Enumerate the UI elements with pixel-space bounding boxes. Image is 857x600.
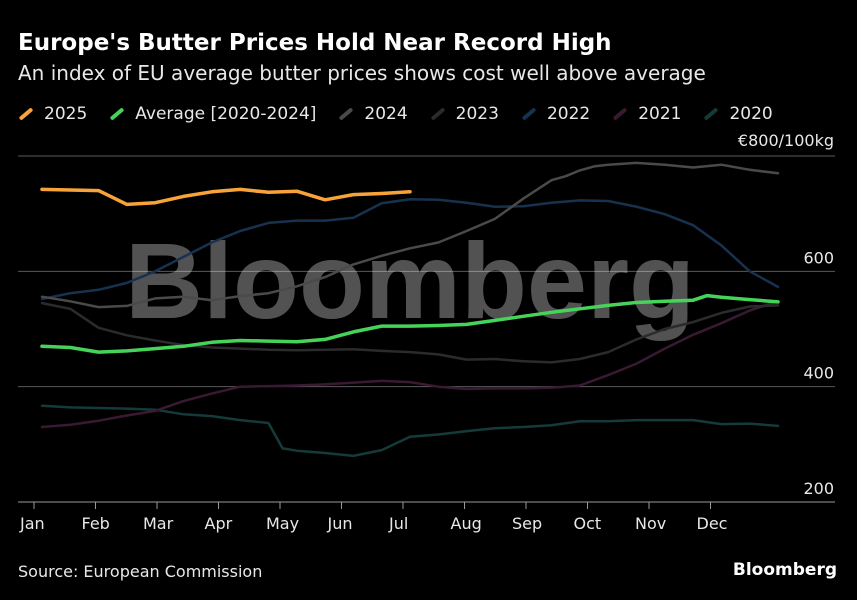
x-tick-label-apr: Apr bbox=[205, 514, 233, 533]
source-note: Source: European Commission bbox=[18, 562, 263, 581]
series-line-2020 bbox=[40, 404, 780, 458]
series-line-2021 bbox=[40, 300, 780, 429]
y-tick-label-600: 600 bbox=[803, 248, 834, 267]
x-tick-label-sep: Sep bbox=[512, 514, 542, 533]
y-tick-label-400: 400 bbox=[803, 364, 834, 383]
legend-item-2020: 2020 bbox=[703, 104, 773, 124]
x-axis: Jan Feb Mar Apr May Jun Jul Aug Sep Oct Nov Dec bbox=[19, 502, 727, 533]
legend-label-2024: 2024 bbox=[364, 104, 408, 124]
legend-label-2025: 2025 bbox=[44, 104, 88, 124]
legend-item-2023: 2023 bbox=[430, 104, 499, 124]
x-tick-label-jul: Jul bbox=[388, 514, 408, 533]
series-line-2022 bbox=[40, 198, 780, 301]
legend-label-2020: 2020 bbox=[729, 104, 773, 124]
chart-subtitle: An index of EU average butter prices sho… bbox=[18, 61, 706, 85]
series-line-average-2020-2024 bbox=[40, 293, 780, 354]
bloomberg-logo: Bloomberg bbox=[732, 560, 837, 580]
legend-item-2021: 2021 bbox=[612, 104, 681, 124]
chart-title: Europe's Butter Prices Hold Near Record … bbox=[18, 30, 612, 56]
x-tick-label-nov: Nov bbox=[635, 514, 666, 533]
x-tick-label-feb: Feb bbox=[82, 514, 110, 533]
x-tick-label-mar: Mar bbox=[143, 514, 174, 533]
y-tick-label-200: 200 bbox=[803, 479, 834, 498]
x-tick-label-jan: Jan bbox=[19, 514, 45, 533]
legend-item-2025: 2025 bbox=[18, 104, 87, 124]
series-line-2024 bbox=[40, 161, 780, 309]
legend-label-2022: 2022 bbox=[546, 104, 591, 124]
legend-item-average: Average [2020-2024] bbox=[109, 104, 316, 124]
series-line-2023 bbox=[40, 301, 780, 364]
legend-label-2021: 2021 bbox=[638, 104, 682, 124]
x-tick-label-jun: Jun bbox=[327, 514, 353, 533]
x-tick-label-oct: Oct bbox=[574, 514, 602, 533]
x-tick-label-may: May bbox=[266, 514, 299, 533]
legend: 2025 Average [2020-2024] 2024 2023 2022 … bbox=[18, 102, 795, 126]
x-tick-label-dec: Dec bbox=[697, 514, 728, 533]
y-axis-unit-label: €800/100kg bbox=[738, 131, 834, 150]
legend-label-2023: 2023 bbox=[455, 104, 499, 124]
legend-item-2022: 2022 bbox=[521, 104, 590, 124]
series-lines bbox=[40, 161, 780, 458]
legend-label-average: Average [2020-2024] bbox=[135, 104, 317, 124]
y-axis-labels: 600 400 200 €800/100kg bbox=[738, 131, 834, 498]
bloomberg-watermark: Bloomberg bbox=[125, 220, 695, 341]
x-tick-label-aug: Aug bbox=[451, 514, 482, 533]
series-line-2025 bbox=[40, 187, 412, 207]
legend-item-2024: 2024 bbox=[338, 104, 408, 124]
